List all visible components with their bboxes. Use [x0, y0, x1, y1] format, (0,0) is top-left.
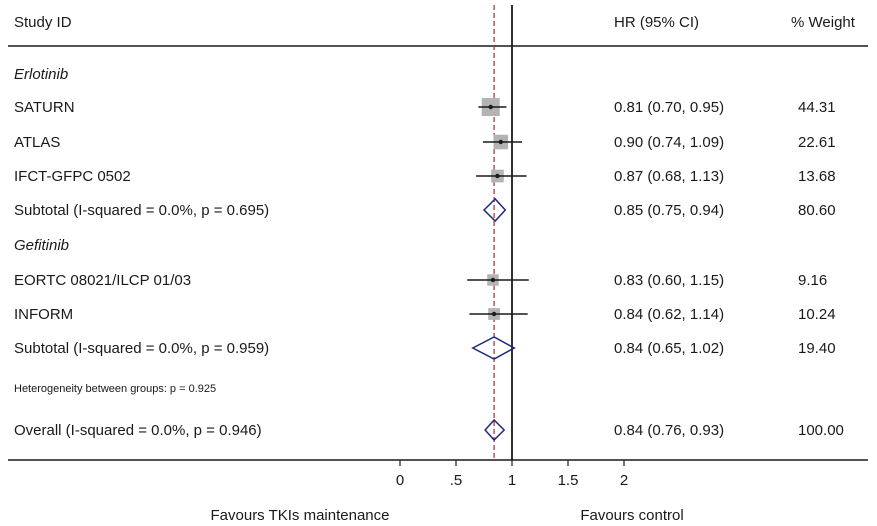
favours-left-label: Favours TKIs maintenance — [211, 507, 390, 524]
pooled-diamond — [471, 336, 516, 360]
favours-labels: Favours TKIs maintenance Favours control — [211, 507, 684, 524]
x-tick-label: 0 — [396, 472, 404, 489]
hr-ci-value: 0.84 (0.65, 1.02) — [614, 340, 724, 357]
x-axis-ticks: 0 .5 1 1.5 2 — [396, 460, 628, 489]
point-estimate — [488, 104, 493, 110]
weight-value: 100.00 — [798, 422, 844, 439]
header-study-id: Study ID — [14, 14, 72, 31]
weight-value: 9.16 — [798, 272, 827, 289]
hr-ci-value: 0.81 (0.70, 0.95) — [614, 99, 724, 116]
forest-row-note: Heterogeneity between groups: p = 0.925 — [14, 383, 216, 395]
hr-ci-value: 0.83 (0.60, 1.15) — [614, 272, 724, 289]
weight-value: 44.31 — [798, 99, 836, 116]
pooled-diamond — [484, 418, 506, 442]
forest-row-subtotal: Subtotal (I-squared = 0.0%, p = 0.959) 0.… — [14, 336, 836, 360]
weight-value: 80.60 — [798, 202, 836, 219]
weight-value: 22.61 — [798, 134, 836, 151]
weight-value: 19.40 — [798, 340, 836, 357]
hr-ci-value: 0.84 (0.62, 1.14) — [614, 306, 724, 323]
hr-ci-value: 0.87 (0.68, 1.13) — [614, 168, 724, 185]
forest-row-study: INFORM 0.84 (0.62, 1.14) 10.24 — [14, 306, 836, 323]
hr-ci-value: 0.84 (0.76, 0.93) — [614, 422, 724, 439]
group-label: Erlotinib — [14, 66, 68, 83]
forest-row-overall: Overall (I-squared = 0.0%, p = 0.946) 0.8… — [14, 418, 844, 442]
heterogeneity-note: Heterogeneity between groups: p = 0.925 — [14, 383, 216, 395]
x-tick-label: .5 — [450, 472, 463, 489]
subtotal-label: Subtotal (I-squared = 0.0%, p = 0.959) — [14, 340, 269, 357]
header-weight: % Weight — [791, 14, 856, 31]
header-hr-ci: HR (95% CI) — [614, 14, 699, 31]
weight-value: 13.68 — [798, 168, 836, 185]
forest-rows: Erlotinib SATURN 0.81 (0.70, 0.95) 44.31 ATL… — [14, 66, 844, 442]
forest-row-study: IFCT-GFPC 0502 0.87 (0.68, 1.13) 13.68 — [14, 168, 836, 185]
hr-ci-value: 0.90 (0.74, 1.09) — [614, 134, 724, 151]
weight-value: 10.24 — [798, 306, 836, 323]
forest-row-group: Erlotinib — [14, 66, 68, 83]
point-estimate — [490, 277, 496, 283]
point-estimate — [491, 311, 497, 317]
hr-ci-value: 0.85 (0.75, 0.94) — [614, 202, 724, 219]
study-label: INFORM — [14, 306, 73, 323]
overall-label: Overall (I-squared = 0.0%, p = 0.946) — [14, 422, 262, 439]
group-label: Gefitinib — [14, 237, 69, 254]
column-headers: Study ID HR (95% CI) % Weight — [14, 14, 856, 31]
subtotal-label: Subtotal (I-squared = 0.0%, p = 0.695) — [14, 202, 269, 219]
forest-row-group: Gefitinib — [14, 237, 69, 254]
forest-row-study: SATURN 0.81 (0.70, 0.95) 44.31 — [14, 98, 836, 116]
forest-row-study: EORTC 08021/ILCP 01/03 0.83 (0.60, 1.15) 9… — [14, 272, 827, 289]
forest-row-study: ATLAS 0.90 (0.74, 1.09) 22.61 — [14, 134, 836, 151]
point-estimate — [495, 173, 500, 179]
favours-right-label: Favours control — [580, 507, 683, 524]
x-tick-label: 1.5 — [558, 472, 579, 489]
x-tick-label: 2 — [620, 472, 628, 489]
study-label: EORTC 08021/ILCP 01/03 — [14, 272, 191, 289]
forest-row-subtotal: Subtotal (I-squared = 0.0%, p = 0.695) 0.… — [14, 197, 836, 223]
x-tick-label: 1 — [508, 472, 516, 489]
pooled-diamond — [482, 197, 507, 223]
study-label: SATURN — [14, 99, 75, 116]
study-label: ATLAS — [14, 134, 60, 151]
study-label: IFCT-GFPC 0502 — [14, 168, 131, 185]
point-estimate — [498, 139, 503, 145]
